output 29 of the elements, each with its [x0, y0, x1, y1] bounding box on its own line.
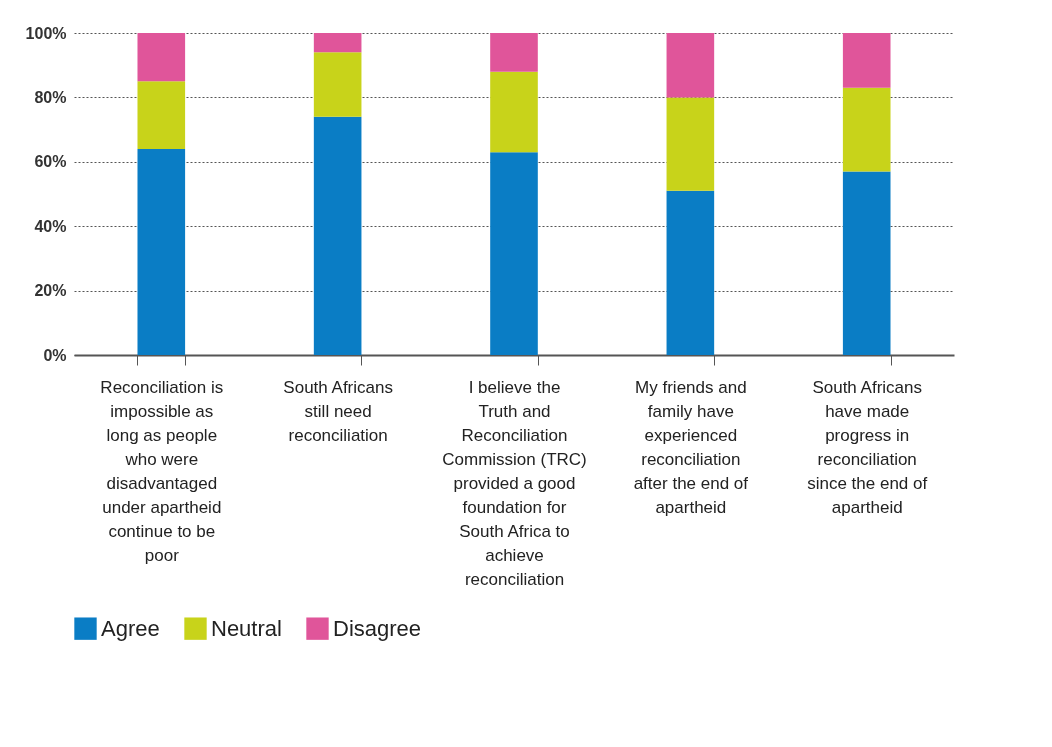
- x-tick-label: South Africans still need reconciliation: [283, 377, 393, 445]
- bar: [842, 33, 891, 88]
- y-tick-label: 0%: [43, 346, 67, 364]
- category-label: I believe the Truth and Reconciliation Commission (TRC) provided a good foundation for South Africa to achieve reconciliation: [442, 377, 587, 589]
- bar: [137, 148, 186, 355]
- y-tick-label: 60%: [34, 153, 67, 171]
- bar: [490, 71, 538, 153]
- bar: [313, 33, 362, 53]
- bar: [842, 171, 891, 355]
- x-tick-label: South Africans have made progress in reconciliation since the end of apartheid: [807, 377, 928, 517]
- x-tick-label: My friends and family have experienced reconciliation after the end of apartheid: [633, 377, 749, 517]
- y-tick-label: 100%: [25, 24, 67, 42]
- bar: [666, 33, 715, 98]
- y-tick-label: 40%: [34, 217, 67, 235]
- bar: [137, 33, 186, 82]
- bar: [490, 33, 538, 72]
- legend-label: Agree: [101, 615, 160, 641]
- bar: [490, 152, 538, 355]
- bar: [137, 81, 186, 149]
- legend-label: Neutral: [211, 615, 282, 641]
- bar: [313, 116, 362, 355]
- x-tick-label: Reconciliation is impossible as long as people who were disadvantaged under apartheid continue to be poor: [100, 377, 224, 565]
- bar: [842, 87, 891, 172]
- bar: [666, 190, 715, 355]
- legend-label: Disagree: [333, 615, 422, 641]
- y-tick-label: 80%: [34, 88, 67, 106]
- y-tick-label: 20%: [34, 282, 67, 300]
- bar: [666, 97, 715, 191]
- bar: [313, 52, 362, 117]
